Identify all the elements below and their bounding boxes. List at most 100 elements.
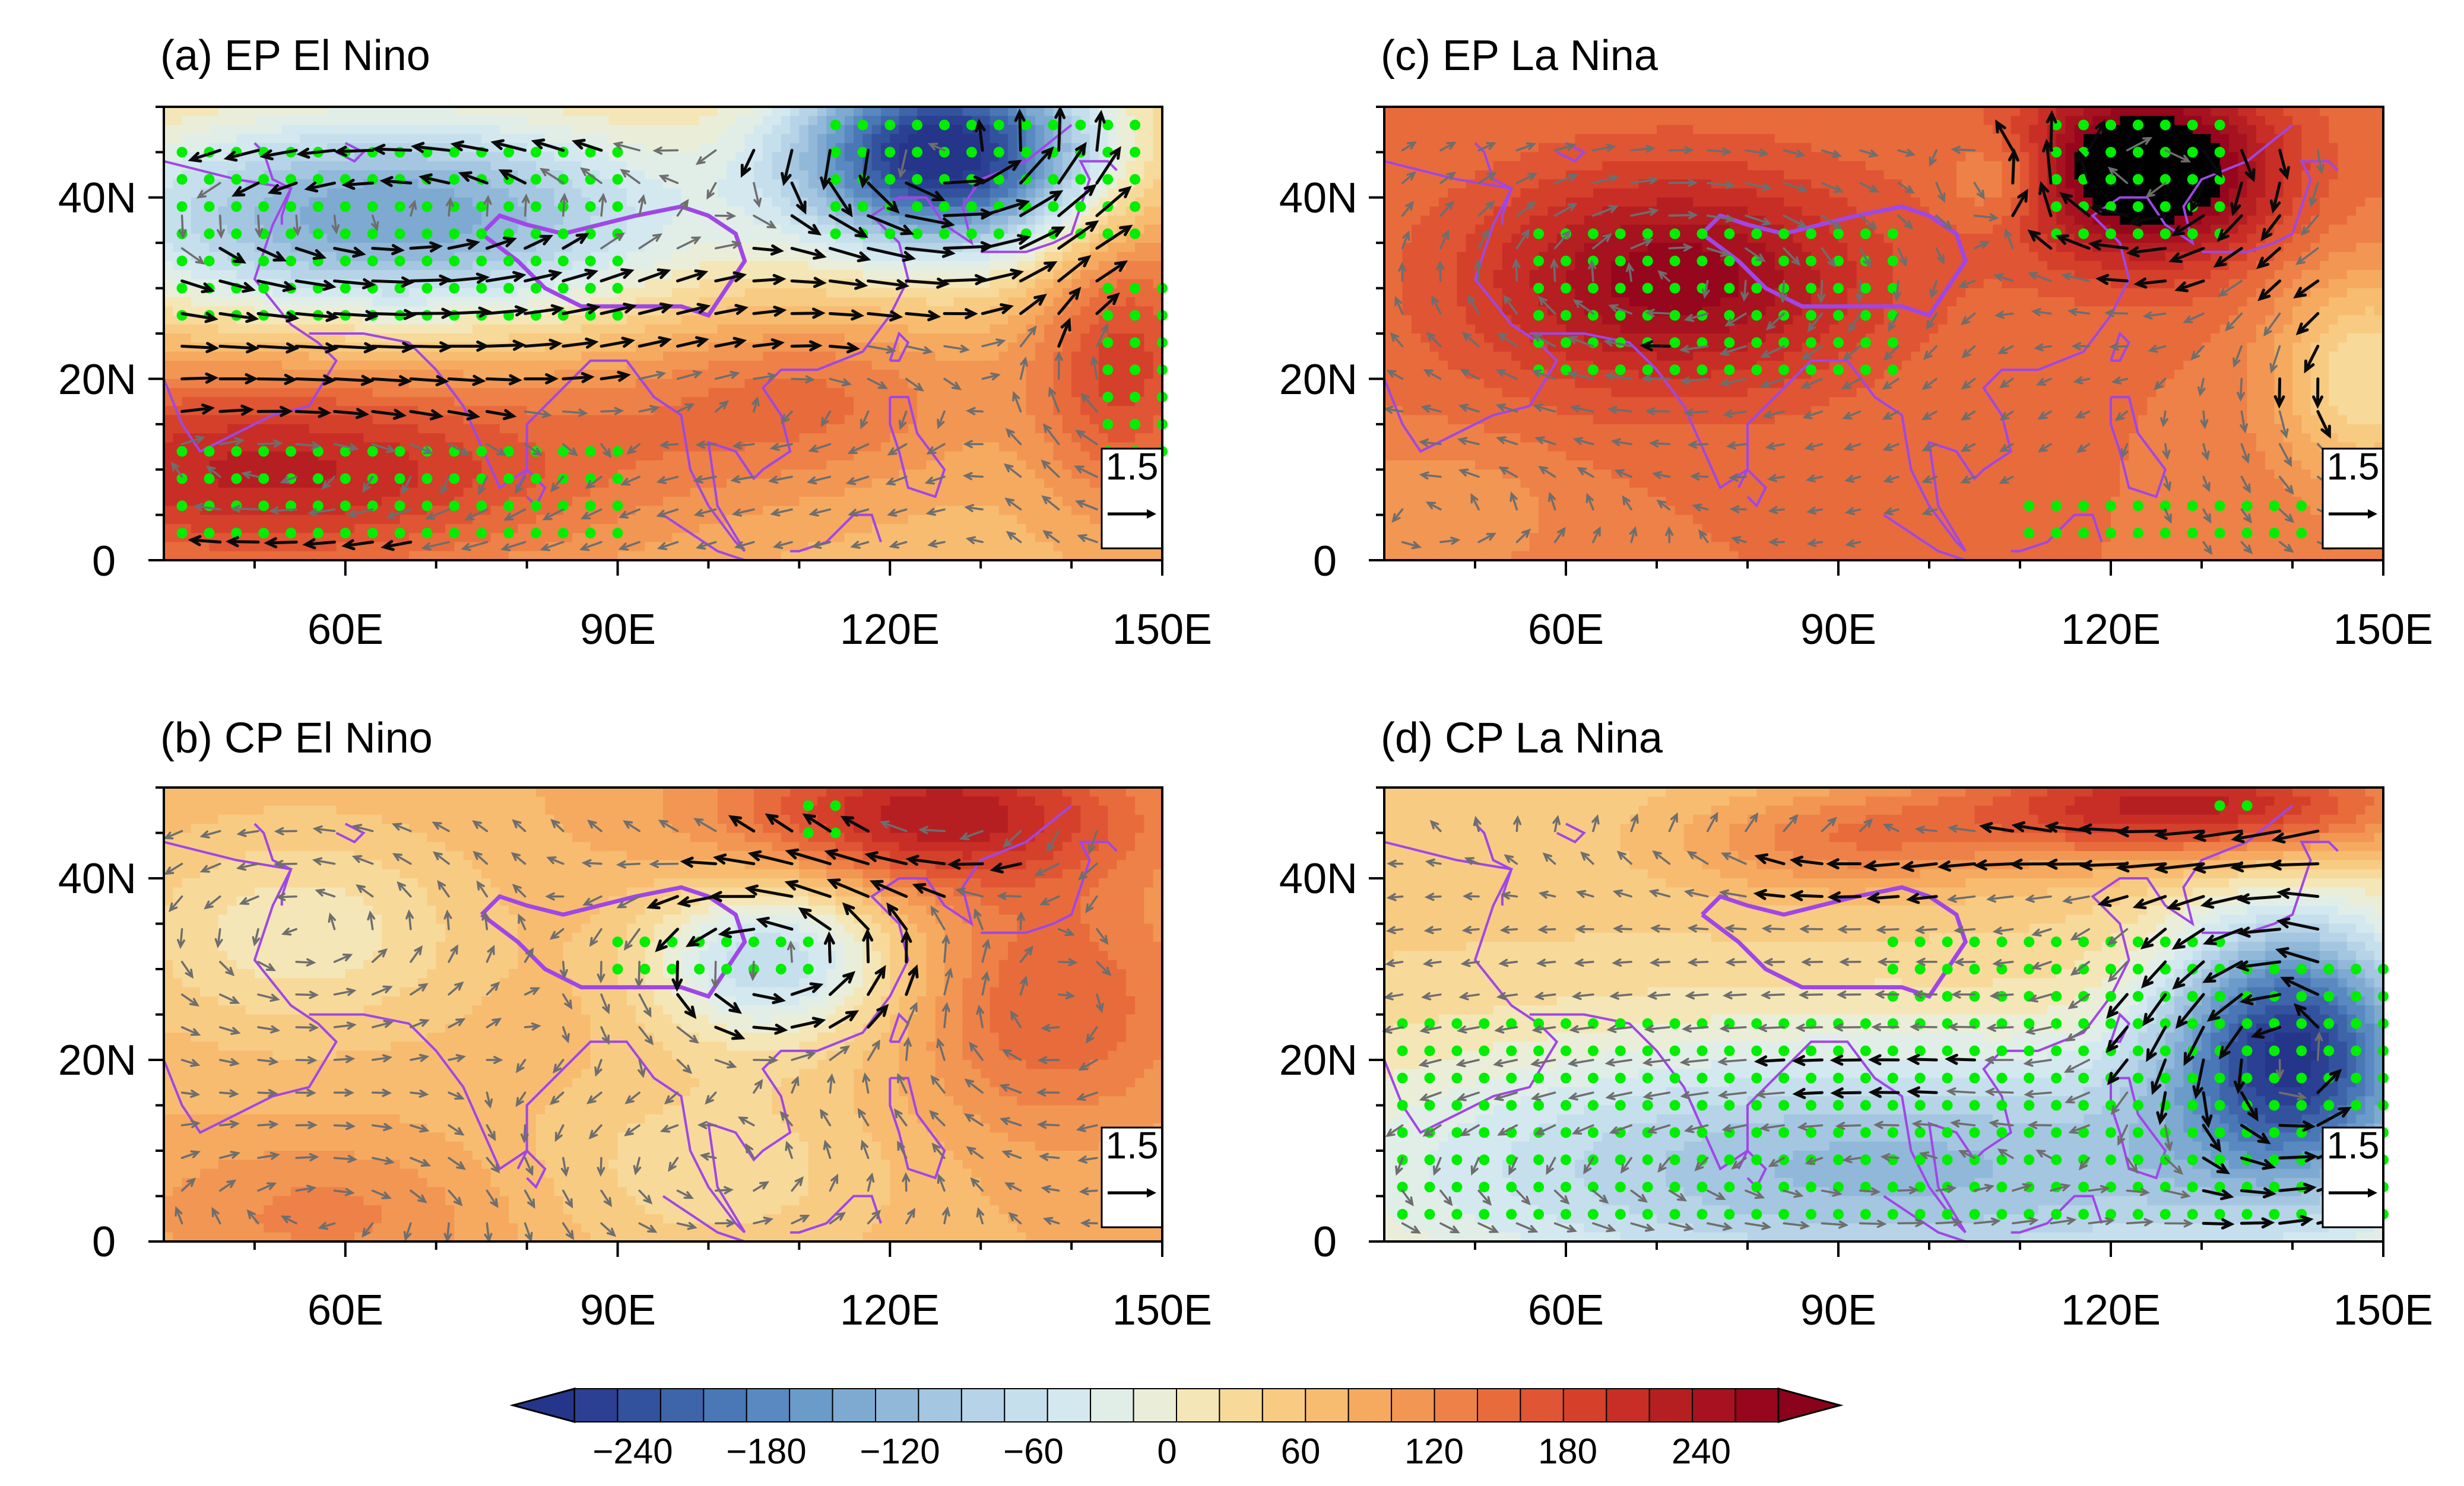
field-cell bbox=[1080, 107, 1090, 116]
field-cell bbox=[645, 143, 654, 153]
field-cell bbox=[654, 134, 664, 144]
field-cell bbox=[999, 252, 1009, 262]
field-cell bbox=[872, 234, 881, 243]
field-cell bbox=[963, 252, 972, 262]
field-cell bbox=[963, 161, 972, 171]
field-cell bbox=[1117, 207, 1127, 216]
field-cell bbox=[672, 170, 681, 180]
field-cell bbox=[1117, 252, 1127, 262]
field-cell bbox=[917, 107, 927, 116]
field-cell bbox=[781, 125, 791, 135]
field-cell bbox=[754, 116, 763, 125]
field-cell bbox=[718, 189, 727, 198]
field-cell bbox=[845, 189, 854, 198]
field-cell bbox=[845, 170, 854, 180]
field-cell bbox=[264, 116, 273, 125]
field-cell bbox=[699, 125, 709, 135]
field-cell bbox=[337, 189, 346, 198]
field-cell bbox=[1117, 125, 1127, 135]
field-cell bbox=[436, 107, 446, 116]
field-cell bbox=[799, 161, 808, 171]
field-cell bbox=[273, 234, 283, 243]
field-cell bbox=[727, 134, 736, 144]
field-cell bbox=[763, 207, 772, 216]
field-cell bbox=[718, 116, 727, 125]
field-cell bbox=[572, 125, 582, 135]
field-cell bbox=[745, 116, 754, 125]
field-cell bbox=[436, 189, 446, 198]
field-cell bbox=[735, 116, 745, 125]
field-cell bbox=[554, 116, 564, 125]
field-cell bbox=[527, 116, 537, 125]
field-cell bbox=[318, 161, 328, 171]
field-cell bbox=[826, 107, 836, 116]
field-cell bbox=[255, 161, 264, 171]
field-cell bbox=[527, 125, 537, 135]
field-cell bbox=[318, 116, 328, 125]
field-cell bbox=[1144, 143, 1153, 153]
field-cell bbox=[862, 189, 872, 198]
field-cell bbox=[1008, 152, 1017, 161]
field-cell bbox=[182, 215, 192, 225]
field-cell bbox=[672, 161, 681, 171]
field-cell bbox=[754, 125, 763, 135]
field-cell bbox=[200, 161, 210, 171]
field-cell bbox=[709, 198, 718, 207]
field-cell bbox=[191, 170, 201, 180]
field-cell bbox=[908, 107, 918, 116]
field-cell bbox=[464, 215, 473, 225]
field-cell bbox=[337, 116, 346, 125]
field-cell bbox=[600, 161, 609, 171]
field-cell bbox=[727, 116, 736, 125]
field-cell bbox=[772, 125, 782, 135]
field-cell bbox=[627, 189, 636, 198]
field-cell bbox=[645, 125, 654, 135]
field-cell bbox=[600, 116, 609, 125]
field-cell bbox=[400, 161, 410, 171]
field-cell bbox=[999, 107, 1009, 116]
field-cell bbox=[799, 143, 808, 153]
field-cell bbox=[246, 207, 255, 216]
field-cell bbox=[944, 189, 954, 198]
field-cell bbox=[1144, 252, 1153, 262]
field-cell bbox=[545, 207, 554, 216]
field-cell bbox=[273, 107, 283, 116]
field-cell bbox=[1054, 215, 1063, 225]
field-cell bbox=[790, 125, 800, 135]
field-cell bbox=[872, 161, 881, 171]
field-cell bbox=[445, 189, 455, 198]
field-cell bbox=[273, 243, 283, 252]
field-cell bbox=[681, 252, 691, 262]
field-cell bbox=[600, 125, 609, 135]
field-cell bbox=[327, 261, 337, 271]
field-cell bbox=[327, 170, 337, 180]
field-cell bbox=[382, 234, 391, 243]
field-cell bbox=[845, 243, 854, 252]
field-cell bbox=[291, 107, 300, 116]
field-cell bbox=[872, 170, 881, 180]
field-cell bbox=[953, 107, 963, 116]
field-cell bbox=[690, 225, 700, 234]
field-cell bbox=[400, 116, 410, 125]
field-cell bbox=[872, 116, 881, 125]
field-cell bbox=[727, 107, 736, 116]
field-cell bbox=[227, 215, 237, 225]
field-cell bbox=[735, 207, 745, 216]
field-cell bbox=[309, 107, 319, 116]
field-cell bbox=[645, 225, 654, 234]
field-cell bbox=[1071, 134, 1081, 144]
field-cell bbox=[817, 134, 827, 144]
field-cell bbox=[191, 243, 201, 252]
field-cell bbox=[572, 116, 582, 125]
field-cell bbox=[200, 134, 210, 144]
field-cell bbox=[754, 234, 763, 243]
field-cell bbox=[627, 252, 636, 262]
field-cell bbox=[944, 161, 954, 171]
field-cell bbox=[409, 225, 418, 234]
field-cell bbox=[318, 107, 328, 116]
field-cell bbox=[718, 252, 727, 262]
field-cell bbox=[327, 252, 337, 262]
field-cell bbox=[917, 252, 927, 262]
field-cell bbox=[1108, 215, 1117, 225]
field-cell bbox=[936, 107, 945, 116]
